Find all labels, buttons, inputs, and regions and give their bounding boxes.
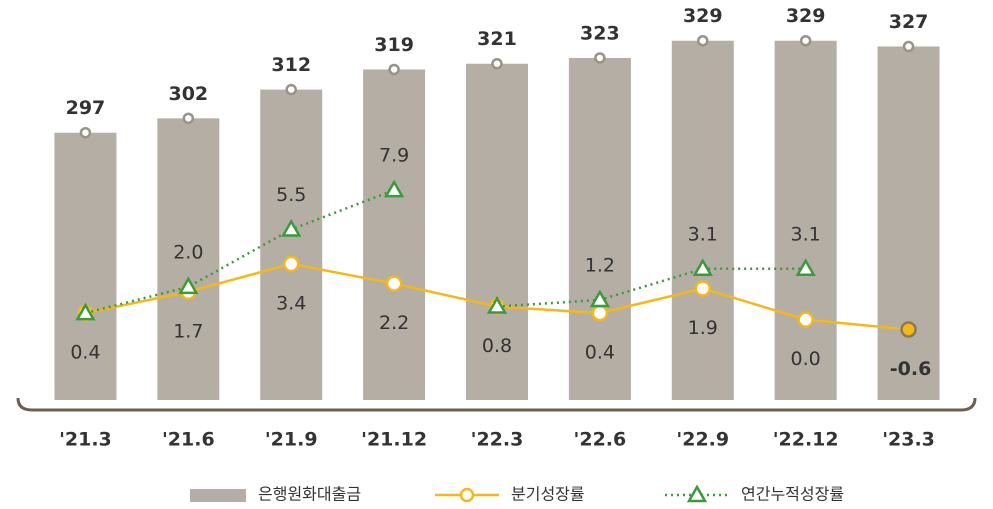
legend-label: 분기성장률 [511,485,585,504]
bar-label: 302 [168,83,208,105]
value-label: 5.5 [276,184,306,206]
x-tick-label: '22.6 [574,429,627,451]
bar-label: 329 [683,5,723,27]
bar-label: 329 [786,5,826,27]
line-marker [486,296,508,314]
bar [568,57,631,401]
bar [466,63,528,400]
value-label: 0.0 [791,348,821,370]
line-marker [692,258,713,277]
x-tick-label: '22.3 [471,429,524,451]
bar-label: 327 [889,11,929,33]
bar-marker [182,112,195,125]
value-label: 1.9 [688,317,718,339]
line-marker [694,280,712,297]
line-marker [900,321,917,338]
bar-marker [79,126,92,139]
legend-marker [459,487,475,503]
line-marker [591,304,609,322]
value-label: 3.1 [791,223,821,245]
x-tick-label: '22.9 [676,429,729,451]
bar-label: 297 [66,97,106,119]
line-marker [281,218,302,237]
bar [363,69,426,401]
bar-label: 321 [477,28,517,50]
bar-marker [388,63,400,76]
bar [157,118,220,400]
value-label: 0.4 [585,342,615,364]
line-marker [178,276,199,295]
legend-label: 은행원화대출금 [258,485,361,504]
legend-swatch [190,489,246,502]
bar-label: 319 [374,34,414,56]
bar-marker [491,57,503,70]
line-marker [589,289,611,308]
x-tick-label: '21.12 [361,429,427,451]
value-label: 7.9 [379,145,409,167]
line-marker [385,275,403,292]
bar-marker [902,40,915,53]
value-label: 1.2 [585,254,615,276]
value-label: 0.4 [70,342,100,364]
bar [671,40,734,400]
value-label: 3.1 [688,223,718,245]
line-marker [383,179,405,198]
bar-marker [799,34,812,47]
x-tick-label: '21.9 [265,429,318,451]
bar-marker [594,52,606,64]
legend-marker [686,484,708,503]
x-tick-label: '22.12 [773,429,839,451]
line-marker [795,258,816,277]
value-label: 3.4 [276,292,306,314]
line-marker [75,302,96,321]
bar [774,40,837,400]
bar-marker [697,34,709,47]
legend-label: 연간누적성장률 [741,485,844,504]
value-label: 2.2 [379,312,409,334]
bar [54,132,117,400]
bar [877,46,940,400]
axis-bracket [16,397,977,412]
value-label: 1.7 [173,320,203,342]
x-tick-label: '21.6 [162,429,215,451]
line [85,188,395,315]
value-label: 2.0 [173,241,203,263]
x-tick-label: '23.3 [882,429,935,451]
bar-label: 312 [271,54,311,76]
x-tick-label: '21.3 [59,429,112,451]
bar-marker [285,83,297,96]
line-marker [797,311,814,328]
line-marker [282,255,300,273]
bar [260,89,323,400]
value-label: -0.6 [890,358,932,380]
line [496,267,806,308]
value-label: 0.8 [482,335,512,357]
bar-label: 323 [580,22,620,44]
